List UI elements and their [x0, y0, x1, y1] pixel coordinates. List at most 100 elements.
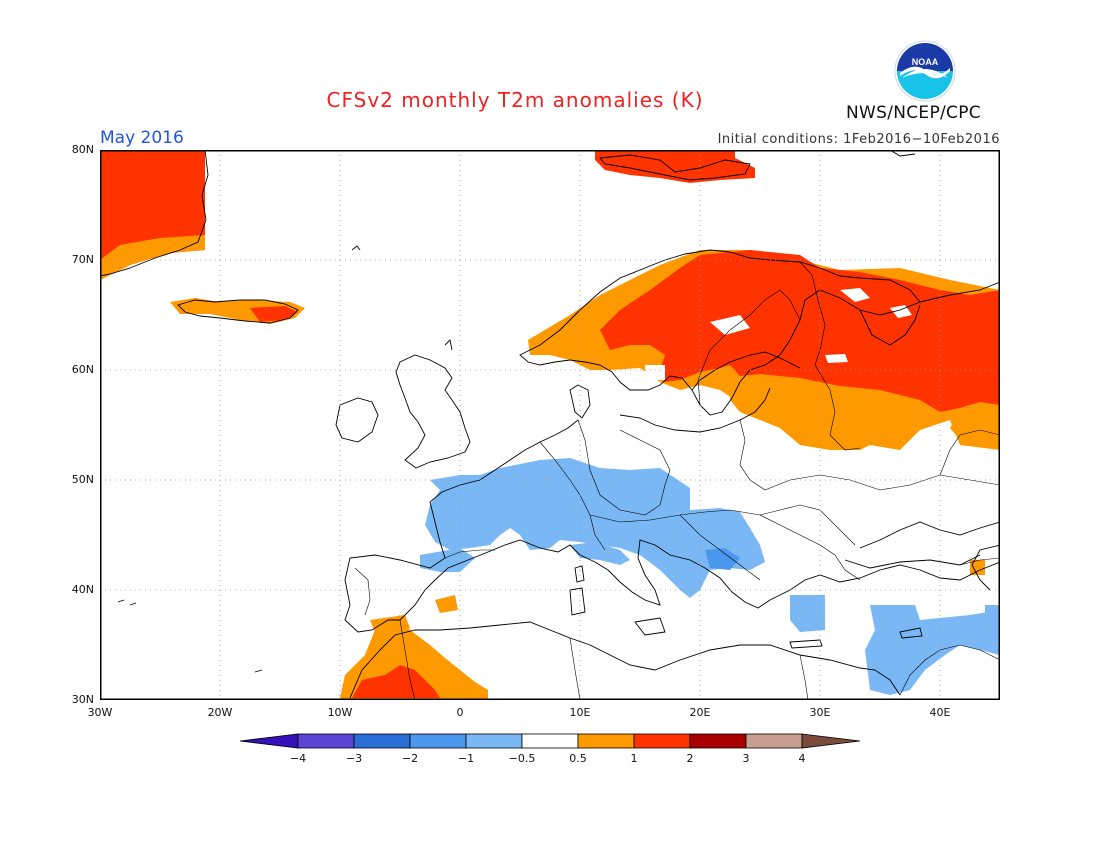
anomaly-map: [100, 150, 1000, 700]
border-russia-kaz: [939, 429, 1000, 476]
coastline-svalbard: [599, 154, 751, 181]
coastline-madeira: [254, 669, 263, 673]
border-turkey: [834, 554, 861, 581]
lon-label: 40E: [929, 706, 951, 719]
colorbar-label: −2: [401, 752, 419, 765]
coastline-faroe: [351, 245, 361, 251]
border-ukraine: [764, 474, 1000, 491]
colorbar-label: 1: [630, 752, 638, 765]
anomaly-hole-3: [825, 354, 848, 363]
anomaly-morocco-core: [352, 665, 440, 698]
border-algeria-tunisia: [569, 637, 581, 700]
colorbar-label: 2: [686, 752, 694, 765]
coastline-kola: [919, 281, 1000, 303]
border-caucasus: [959, 557, 1000, 566]
coastline-africa: [349, 621, 901, 699]
coastline-white-sea: [859, 304, 921, 346]
coastline-corsica: [574, 565, 585, 583]
coastline-black-sea-south: [844, 554, 981, 569]
lon-label: 30W: [87, 706, 113, 719]
anomaly-gulf-warm: [435, 595, 458, 613]
lon-label: 20W: [207, 706, 233, 719]
colorbar-segment: [521, 733, 579, 749]
colorbar-segment: [633, 733, 691, 749]
gridlines: [100, 150, 1000, 700]
lon-label: 30E: [809, 706, 831, 719]
border-finland-russia: [799, 261, 826, 366]
anomaly-greenland-edge: [100, 235, 205, 280]
coastline-franz-josef: [889, 150, 916, 157]
coastline-britain: [395, 354, 471, 469]
noaa-logo-text: NOAA: [912, 57, 939, 67]
border-germany: [577, 419, 671, 516]
anomaly-levant-small: [985, 605, 1000, 620]
lat-label: 80N: [71, 143, 94, 156]
coastline-cyprus: [899, 627, 923, 639]
forecast-month: May 2016: [100, 128, 184, 148]
coastline-shetland: [444, 339, 453, 351]
colorbar-segment: [353, 733, 411, 749]
chart-title: CFSv2 monthly T2m anomalies (K): [326, 88, 704, 112]
colorbar-segment-max: [801, 733, 860, 749]
colorbar-segment: [577, 733, 635, 749]
colorbar-label: 0.5: [569, 752, 587, 765]
lon-label: 10E: [569, 706, 591, 719]
colorbar: [240, 733, 860, 749]
colorbar-label: −0.5: [508, 752, 536, 765]
initial-conditions: Initial conditions: 1Feb2016−10Feb2016: [717, 132, 1000, 147]
map-frame: [100, 150, 1000, 700]
anomaly-baltic: [730, 378, 880, 450]
coastline-sicily: [634, 617, 666, 636]
colorbar-segment: [465, 733, 523, 749]
noaa-logo: NOAA: [894, 40, 956, 102]
anomaly-hole-1: [840, 288, 870, 302]
anomaly-europe-cold: [425, 458, 765, 598]
coastline-denmark: [569, 384, 591, 419]
border-libya-egypt: [799, 654, 809, 700]
coastline-baltic: [619, 387, 771, 433]
border-alps: [589, 511, 706, 523]
coastline-iceland: [177, 299, 299, 324]
border-balkans-1: [679, 514, 761, 581]
border-pyrenees: [444, 549, 495, 559]
colorbar-label: 4: [798, 752, 806, 765]
anomaly-italy-cold: [570, 542, 630, 565]
coastline-sardinia: [569, 587, 586, 616]
anomaly-hole-2: [890, 305, 912, 318]
coastline-france-west: [344, 469, 1000, 633]
lon-label: 20E: [689, 706, 711, 719]
colorbar-label: −4: [289, 752, 307, 765]
lon-label: 0: [456, 706, 464, 719]
coastline-finland-gulf: [691, 351, 801, 391]
anomaly-anatolia-cold: [790, 595, 825, 632]
lat-label: 40N: [71, 583, 94, 596]
colorbar-label: 3: [742, 752, 750, 765]
organization-label: NWS/NCEP/CPC: [846, 103, 981, 123]
border-morocco: [399, 619, 416, 700]
border-poland-east: [739, 419, 766, 491]
colorbar-segment: [689, 733, 747, 749]
colorbar-segment: [297, 733, 355, 749]
coastline-crete: [789, 639, 823, 649]
colorbar-segment-min: [240, 733, 299, 749]
lon-label: 10W: [327, 706, 353, 719]
coastline-ireland: [335, 397, 379, 443]
coastline-greenland: [100, 150, 209, 277]
coastline-caspian: [971, 544, 1000, 591]
border-sweden-finland: [779, 289, 801, 321]
lat-label: 70N: [71, 253, 94, 266]
lat-label: 50N: [71, 473, 94, 486]
coastline-azores: [117, 599, 137, 606]
anomaly-caspian-warm: [970, 560, 985, 575]
coastline-norway: [519, 249, 921, 416]
colorbar-label: −3: [345, 752, 363, 765]
border-russia-baltic: [814, 364, 861, 451]
anomaly-hole-5: [710, 315, 750, 335]
coastlines: [100, 150, 1000, 699]
anomaly-svalbard: [595, 150, 755, 183]
anomaly-volga: [950, 410, 1000, 448]
border-spain-portugal: [354, 567, 371, 616]
lat-label: 30N: [71, 693, 94, 706]
coastline-black-sea: [859, 521, 1000, 549]
anomaly-balkan-2: [705, 548, 740, 570]
